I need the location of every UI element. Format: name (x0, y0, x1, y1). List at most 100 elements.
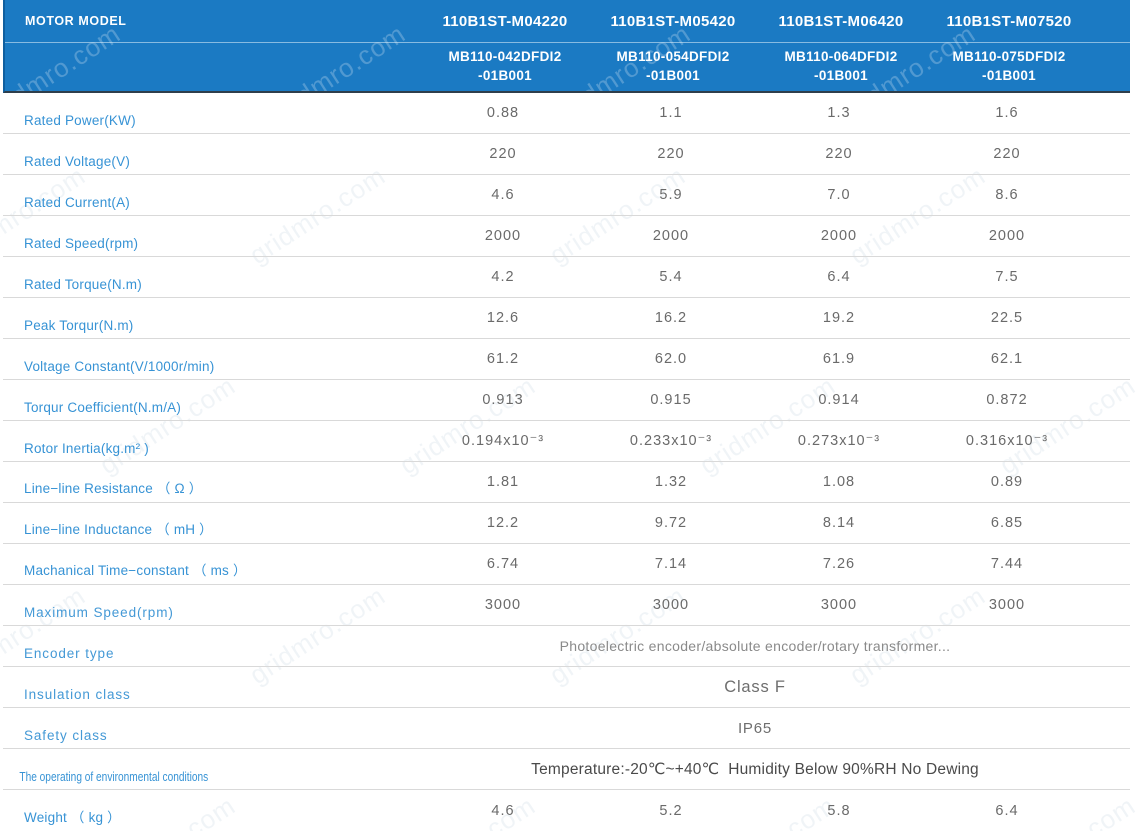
row-label: Peak Torqur(N.m) (24, 318, 134, 333)
part-number: MB110-054DFDI2 -01B001 (589, 48, 757, 84)
part-number-line: MB110-075DFDI2 (952, 49, 1066, 65)
cell-value: 1.6 (995, 105, 1019, 121)
table-row-insulation-class: Insulation class Class F (3, 667, 1130, 708)
row-filler (1091, 339, 1130, 379)
cell-value: 2000 (652, 228, 690, 244)
cell-value: 61.2 (486, 351, 520, 367)
cell-value: 0.915 (650, 392, 692, 408)
cell-value: 22.5 (990, 310, 1024, 326)
span-value: Temperature:-20℃~+40℃ Humidity Below 90%… (531, 760, 979, 778)
table-row-weight: Weight （ kg ） 4.6 5.2 5.8 6.4 (3, 790, 1130, 831)
row-label: Voltage Constant(V/1000r/min) (24, 359, 215, 374)
table-row-rated-current: Rated Current(A) 4.6 5.9 7.0 8.6 (3, 175, 1130, 216)
cell-value: 0.872 (986, 392, 1028, 408)
cell-value: 0.914 (818, 392, 860, 408)
row-label: Maximum Speed(rpm) (24, 605, 174, 620)
table-row-rated-voltage: Rated Voltage(V) 220 220 220 220 (3, 134, 1130, 175)
part-number-line: -01B001 (814, 67, 868, 83)
table-row-mechanical-time-constant: Machanical Time−constant （ ms ） 6.74 7.1… (3, 544, 1130, 585)
table-row-peak-torque: Peak Torqur(N.m) 12.6 16.2 19.2 22.5 (3, 298, 1130, 339)
cell-value: 5.8 (827, 802, 851, 819)
row-filler (1091, 462, 1130, 502)
row-label: Rated Current(A) (24, 195, 130, 210)
row-label: Rated Speed(rpm) (24, 236, 139, 251)
cell-value: 220 (657, 146, 685, 162)
row-filler (1091, 503, 1130, 543)
row-filler (1091, 708, 1130, 748)
cell-value: 1.32 (654, 474, 688, 490)
cell-value: 7.26 (822, 556, 856, 572)
row-label: Line−line Resistance （ Ω ） (24, 481, 203, 496)
cell-value: 220 (993, 146, 1021, 162)
row-filler (1091, 544, 1130, 584)
row-label: Insulation class (24, 687, 131, 702)
row-label: The operating of environmental condition… (19, 769, 209, 784)
table-row-rotor-inertia: Rotor Inertia(kg.m² ) 0.194x10⁻³ 0.233x1… (3, 421, 1130, 462)
table-row-voltage-constant: Voltage Constant(V/1000r/min) 61.2 62.0 … (3, 339, 1130, 380)
cell-value: 2000 (484, 228, 522, 244)
row-filler (1091, 216, 1130, 256)
cell-value: 62.1 (990, 351, 1024, 367)
cell-value: 0.233x10⁻³ (629, 433, 713, 449)
cell-value: 4.2 (491, 269, 515, 285)
table-row-encoder-type: Encoder type Photoelectric encoder/absol… (3, 626, 1130, 667)
row-filler (1091, 257, 1130, 297)
cell-value: 1.3 (827, 105, 851, 121)
row-label: Rated Torque(N.m) (24, 277, 142, 292)
span-value: Class F (724, 677, 786, 696)
row-label: Rated Power(KW) (24, 113, 136, 128)
cell-value: 12.6 (486, 310, 520, 326)
spec-table: gridmro.com gridmro.com gridmro.com gridmro… (3, 0, 1130, 831)
model-name: 110B1ST-M04220 (442, 12, 568, 30)
row-filler (1091, 421, 1130, 461)
cell-value: 61.9 (822, 351, 856, 367)
row-label: Safety class (24, 728, 108, 743)
cell-value: 62.0 (654, 351, 688, 367)
motor-model-label: MOTOR MODEL (25, 14, 127, 28)
row-label: Rotor Inertia(kg.m² ) (24, 441, 149, 456)
cell-value: 19.2 (822, 310, 856, 326)
table-row-rated-power: Rated Power(KW) 0.88 1.1 1.3 1.6 (3, 93, 1130, 134)
cell-value: 9.72 (654, 515, 688, 531)
cell-value: 6.85 (990, 515, 1024, 531)
cell-value: 8.14 (822, 515, 856, 531)
cell-value: 6.74 (486, 556, 520, 572)
cell-value: 2000 (820, 228, 858, 244)
row-filler (1091, 585, 1130, 625)
cell-value: 1.81 (486, 474, 520, 490)
cell-value: 12.2 (486, 515, 520, 531)
part-number-line: -01B001 (982, 67, 1036, 83)
cell-value: 5.4 (659, 269, 683, 285)
part-number: MB110-075DFDI2 -01B001 (925, 48, 1093, 84)
cell-value: 0.316x10⁻³ (965, 433, 1049, 449)
cell-value: 220 (825, 146, 853, 162)
table-row-rated-speed: Rated Speed(rpm) 2000 2000 2000 2000 (3, 216, 1130, 257)
cell-value: 0.273x10⁻³ (797, 433, 881, 449)
cell-value: 6.4 (827, 269, 851, 285)
cell-value: 6.4 (995, 802, 1019, 819)
row-filler (1091, 749, 1130, 789)
cell-value: 3000 (820, 597, 858, 613)
part-number: MB110-042DFDI2 -01B001 (421, 48, 589, 84)
cell-value: 7.14 (654, 556, 688, 572)
row-label: Weight （ kg ） (24, 810, 121, 825)
row-filler (1091, 175, 1130, 215)
part-number-line: -01B001 (646, 67, 700, 83)
table-header: gridmro.com gridmro.com gridmro.com gridmro… (3, 0, 1130, 93)
cell-value: 1.1 (659, 105, 683, 121)
cell-value: 4.6 (491, 802, 515, 819)
span-value: IP65 (737, 719, 773, 737)
row-filler (1091, 626, 1130, 666)
header-model-row: MOTOR MODEL 110B1ST-M04220 110B1ST-M0542… (5, 0, 1130, 43)
part-number-line: MB110-054DFDI2 (616, 49, 730, 65)
cell-value: 0.194x10⁻³ (461, 433, 545, 449)
header-part-row: MB110-042DFDI2 -01B001 MB110-054DFDI2 -0… (5, 43, 1130, 90)
cell-value: 16.2 (654, 310, 688, 326)
table-row-maximum-speed: Maximum Speed(rpm) 3000 3000 3000 3000 (3, 585, 1130, 626)
row-filler (1091, 93, 1130, 133)
row-filler (1091, 298, 1130, 338)
model-name: 110B1ST-M06420 (778, 12, 904, 30)
row-filler (1091, 667, 1130, 707)
cell-value: 7.44 (990, 556, 1024, 572)
